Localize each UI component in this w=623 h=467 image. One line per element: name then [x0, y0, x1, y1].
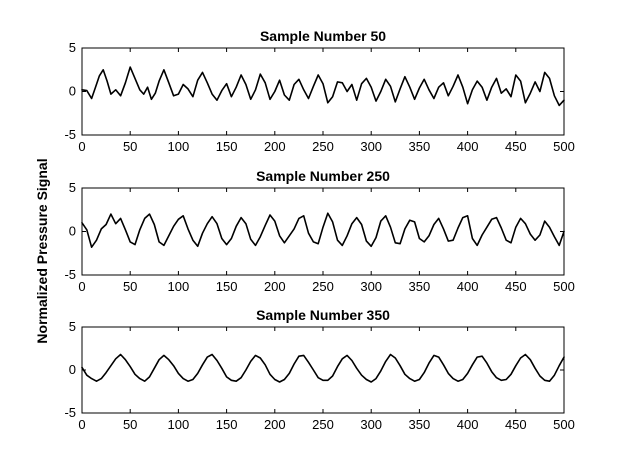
- y-tick-label: -5: [64, 127, 76, 142]
- subplot-panels: Sample Number 500 50 100 150 200 250 300 350 400…: [64, 28, 574, 432]
- x-tick-label: 300: [360, 279, 382, 294]
- signal-line: [81, 212, 565, 248]
- subplot-1: Sample Number 500 50 100 150 200 250 300 350 400…: [64, 28, 574, 154]
- subplot-title: Sample Number 50: [260, 28, 386, 44]
- x-tick-label: 500: [553, 139, 575, 154]
- x-tick-label: 250: [312, 279, 334, 294]
- y-tick-label: 0: [69, 84, 76, 99]
- signal-line: [81, 66, 565, 107]
- x-tick-label: 100: [168, 139, 190, 154]
- x-tick-label: 450: [505, 279, 527, 294]
- signal-line: [81, 353, 565, 383]
- x-tick-label: 50: [123, 279, 137, 294]
- x-tick-label: 250: [312, 139, 334, 154]
- x-tick-label: 200: [264, 139, 286, 154]
- y-tick-label: 5: [69, 319, 76, 334]
- x-tick-label: 0: [78, 417, 85, 432]
- x-tick-label: 150: [216, 417, 238, 432]
- x-tick-label: 150: [216, 279, 238, 294]
- y-tick-label: 5: [69, 40, 76, 55]
- x-tick-label: 350: [409, 279, 431, 294]
- subplot-title: Sample Number 250: [256, 168, 390, 184]
- x-tick-label: 50: [123, 417, 137, 432]
- x-tick-label: 400: [457, 279, 479, 294]
- y-tick-label: -5: [64, 267, 76, 282]
- x-tick-label: 250: [312, 417, 334, 432]
- subplot-title: Sample Number 350: [256, 307, 390, 323]
- x-tick-label: 450: [505, 139, 527, 154]
- y-tick-label: 0: [69, 224, 76, 239]
- y-tick-label: -5: [64, 405, 76, 420]
- x-tick-label: 500: [553, 417, 575, 432]
- x-tick-label: 200: [264, 279, 286, 294]
- x-tick-label: 450: [505, 417, 527, 432]
- x-tick-label: 100: [168, 279, 190, 294]
- y-tick-label: 0: [69, 362, 76, 377]
- x-tick-label: 350: [409, 139, 431, 154]
- y-axis-label: Normalized Pressure Signal: [34, 158, 50, 343]
- x-tick-label: 400: [457, 417, 479, 432]
- x-tick-label: 400: [457, 139, 479, 154]
- x-tick-label: 300: [360, 139, 382, 154]
- x-tick-label: 0: [78, 279, 85, 294]
- x-tick-label: 300: [360, 417, 382, 432]
- x-tick-label: 150: [216, 139, 238, 154]
- x-tick-label: 50: [123, 139, 137, 154]
- y-tick-label: 5: [69, 180, 76, 195]
- x-tick-label: 200: [264, 417, 286, 432]
- x-tick-label: 350: [409, 417, 431, 432]
- x-tick-label: 100: [168, 417, 190, 432]
- x-tick-label: 0: [78, 139, 85, 154]
- x-tick-label: 500: [553, 279, 575, 294]
